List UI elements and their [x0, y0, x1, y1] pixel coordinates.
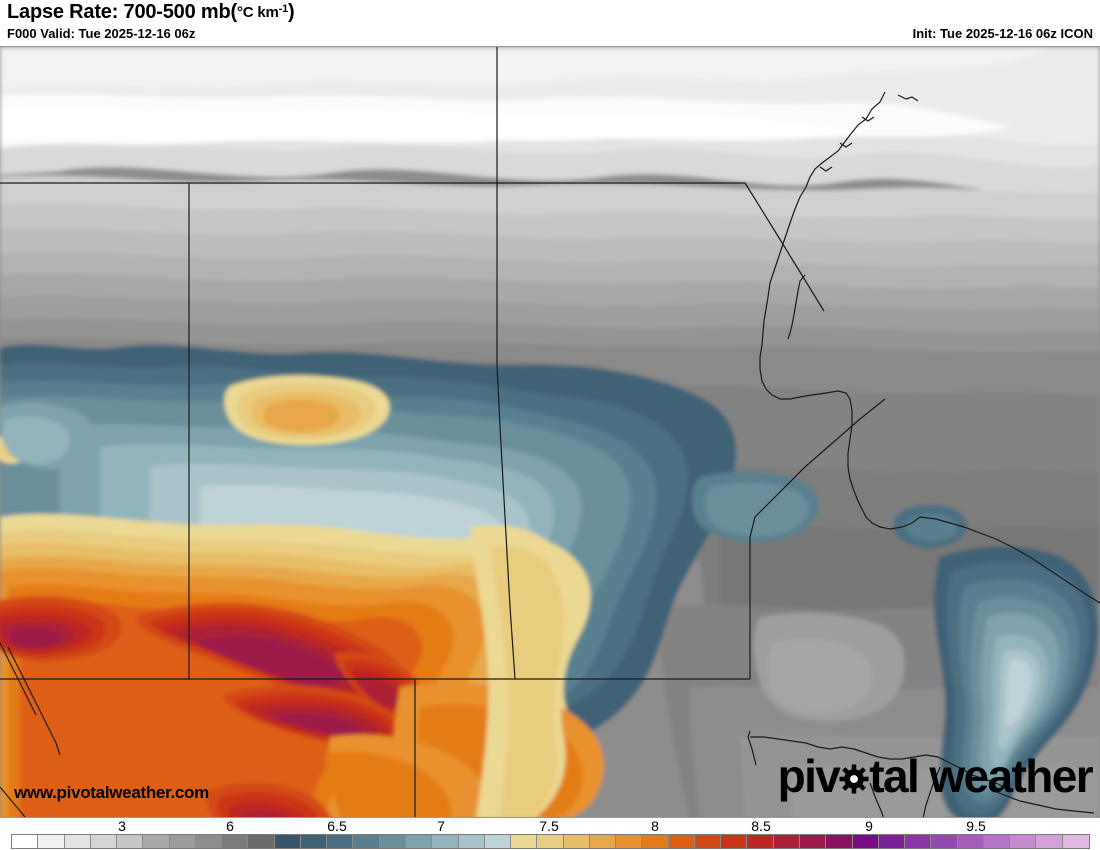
- colorbar-swatch[interactable]: [1062, 835, 1089, 848]
- colorbar-tick-label: 8.5: [751, 818, 771, 834]
- colorbar-swatches[interactable]: [11, 834, 1090, 849]
- map-canvas[interactable]: www.pivotalweather.com piv: [0, 46, 1100, 818]
- colorbar-swatch[interactable]: [616, 835, 643, 848]
- colorbar-swatch[interactable]: [1010, 835, 1037, 848]
- colorbar-swatch[interactable]: [747, 835, 774, 848]
- colorbar-swatch[interactable]: [983, 835, 1011, 848]
- colorbar-swatch[interactable]: [64, 835, 91, 848]
- colorbar-swatch[interactable]: [143, 835, 170, 848]
- colorbar-swatch[interactable]: [511, 835, 538, 848]
- colorbar-swatch[interactable]: [799, 835, 827, 848]
- lapse-rate-contour-field: [0, 47, 1100, 817]
- colorbar-tick-label: 8: [651, 818, 659, 834]
- political-borders: [0, 47, 1100, 817]
- colorbar-swatch[interactable]: [589, 835, 617, 848]
- colorbar-swatch[interactable]: [878, 835, 906, 848]
- colorbar-swatch[interactable]: [379, 835, 406, 848]
- colorbar-swatch[interactable]: [957, 835, 984, 848]
- colorbar-swatch[interactable]: [563, 835, 590, 848]
- valid-time-label: F000 Valid: Tue 2025-12-16 06z: [7, 26, 196, 41]
- colorbar-swatch[interactable]: [90, 835, 118, 848]
- header-bar: Lapse Rate: 700-500 mb(°C km-1) F000 Val…: [0, 0, 1100, 46]
- colorbar-swatch[interactable]: [484, 835, 512, 848]
- colorbar-swatch[interactable]: [852, 835, 879, 848]
- colorbar-swatch[interactable]: [905, 835, 932, 848]
- colorbar-swatch[interactable]: [721, 835, 748, 848]
- colorbar-tick-labels: 3 6 6.5 7 7.5 8 8.5 9 9.5: [0, 818, 1100, 834]
- colorbar-swatch[interactable]: [642, 835, 669, 848]
- colorbar-swatch[interactable]: [405, 835, 433, 848]
- colorbar-swatch[interactable]: [931, 835, 958, 848]
- colorbar-swatch[interactable]: [537, 835, 564, 848]
- colorbar-swatch[interactable]: [773, 835, 800, 848]
- colorbar-swatch[interactable]: [327, 835, 354, 848]
- colorbar-tick-label: 6.5: [327, 818, 347, 834]
- title-variable: Lapse Rate: 700-500 mb: [7, 1, 231, 23]
- colorbar-swatch[interactable]: [300, 835, 328, 848]
- colorbar-swatch[interactable]: [38, 835, 65, 848]
- colorbar-swatch[interactable]: [12, 835, 39, 848]
- colorbar-swatch[interactable]: [169, 835, 196, 848]
- colorbar-swatch[interactable]: [248, 835, 275, 848]
- colorbar-tick-label: 9.5: [966, 818, 986, 834]
- colorbar-swatch[interactable]: [432, 835, 459, 848]
- init-time-label: Init: Tue 2025-12-16 06z ICON: [912, 26, 1093, 41]
- colorbar-swatch[interactable]: [1036, 835, 1063, 848]
- colorbar-swatch[interactable]: [353, 835, 380, 848]
- colorbar-tick-label: 3: [118, 818, 126, 834]
- page-title: Lapse Rate: 700-500 mb(°C km-1): [7, 1, 295, 24]
- title-units: (°C km-1): [230, 1, 295, 23]
- colorbar-swatch[interactable]: [222, 835, 249, 848]
- colorbar-tick-label: 7.5: [539, 818, 559, 834]
- colorbar-tick-label: 7: [437, 818, 445, 834]
- colorbar-swatch[interactable]: [668, 835, 695, 848]
- colorbar-swatch[interactable]: [195, 835, 223, 848]
- colorbar-swatch[interactable]: [694, 835, 722, 848]
- colorbar-swatch[interactable]: [826, 835, 853, 848]
- colorbar-swatch[interactable]: [458, 835, 485, 848]
- colorbar-tick-label: 9: [865, 818, 873, 834]
- colorbar-swatch[interactable]: [274, 835, 301, 848]
- colorbar-tick-label: 6: [226, 818, 234, 834]
- colorbar-swatch[interactable]: [117, 835, 144, 848]
- colorbar-legend[interactable]: 3 6 6.5 7 7.5 8 8.5 9 9.5: [0, 818, 1100, 850]
